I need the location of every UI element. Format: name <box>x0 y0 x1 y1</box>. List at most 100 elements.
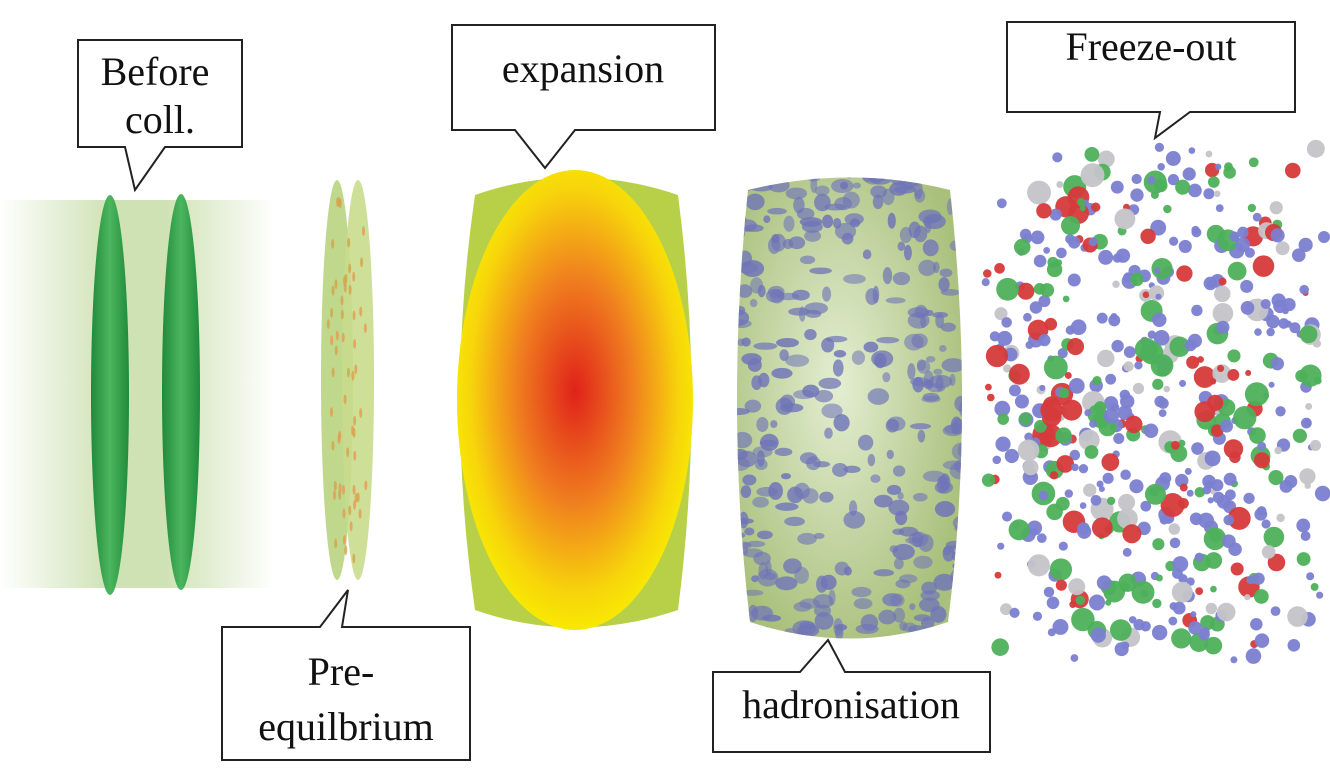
particle <box>1130 272 1144 286</box>
freeze-out-particles <box>982 140 1330 664</box>
particle <box>1111 340 1123 352</box>
particle <box>1030 301 1042 313</box>
blotch <box>843 274 866 284</box>
blotch <box>793 197 804 214</box>
blotch <box>784 628 796 636</box>
streak <box>340 296 343 306</box>
particle <box>1214 190 1221 197</box>
particle <box>1166 151 1181 166</box>
particle <box>1261 519 1270 528</box>
particle <box>985 384 992 391</box>
blotch <box>751 375 762 390</box>
particle <box>1253 255 1275 277</box>
streak <box>353 416 356 426</box>
blotch <box>861 614 878 631</box>
collision-stages-diagram: Before coll. expansion Pre- equilbrium h… <box>0 0 1330 770</box>
streak <box>343 535 346 545</box>
particle <box>1065 372 1072 379</box>
particle <box>1163 386 1170 393</box>
particle <box>1229 452 1241 464</box>
particle <box>1208 176 1220 188</box>
callout-text: hadronisation <box>742 682 960 727</box>
callout-line: coll. <box>125 97 195 142</box>
blotch <box>784 517 805 526</box>
blotch <box>742 590 763 596</box>
particle <box>1214 286 1230 302</box>
blotch <box>941 322 956 331</box>
particle <box>1245 370 1251 376</box>
particle <box>1159 472 1171 484</box>
particle <box>992 456 1001 465</box>
blotch <box>771 368 792 379</box>
particle <box>1189 147 1196 154</box>
streak <box>336 197 339 207</box>
streak <box>331 441 334 451</box>
particle <box>1249 427 1266 444</box>
particle <box>1039 385 1045 391</box>
callout: expansion <box>452 25 715 168</box>
blotch <box>851 587 871 597</box>
particle <box>1130 188 1143 201</box>
particle <box>1295 370 1307 382</box>
particle <box>1205 450 1221 466</box>
particle <box>1083 484 1096 497</box>
blotch <box>911 173 923 184</box>
streak <box>330 308 333 318</box>
blotch <box>822 287 831 302</box>
particle <box>1068 236 1080 248</box>
particle <box>1040 283 1054 297</box>
blotch <box>918 260 936 276</box>
particle <box>1293 429 1307 443</box>
blotch <box>730 457 750 471</box>
particle <box>1157 163 1165 171</box>
particle <box>1169 237 1178 246</box>
blotch <box>852 350 865 365</box>
blotch <box>854 640 873 651</box>
blotch <box>775 502 798 510</box>
particle <box>990 331 1000 341</box>
particle <box>1147 176 1155 184</box>
particle <box>1056 248 1067 259</box>
blotch <box>822 215 833 229</box>
particle <box>1063 296 1070 303</box>
blotch <box>923 380 933 389</box>
blotch <box>939 345 947 352</box>
particle <box>1287 606 1308 627</box>
blotch <box>809 267 832 274</box>
streak <box>342 333 345 343</box>
blotch <box>731 518 754 524</box>
blotch <box>863 249 872 259</box>
particle <box>1040 399 1062 421</box>
particle <box>1125 416 1142 433</box>
particle <box>1129 479 1143 493</box>
particle <box>1168 617 1177 626</box>
blotch <box>831 179 854 193</box>
particle <box>1145 484 1166 505</box>
blotch <box>744 528 754 536</box>
blotch <box>835 562 850 576</box>
particle <box>1154 267 1160 273</box>
blotch <box>893 272 910 285</box>
particle <box>1175 180 1190 195</box>
blotch <box>734 306 745 316</box>
particle <box>1107 497 1115 505</box>
particle <box>1305 403 1312 410</box>
particle <box>1103 473 1114 484</box>
blotch <box>821 403 842 418</box>
particle <box>1233 406 1256 429</box>
particle <box>1151 191 1159 199</box>
particle <box>1039 491 1049 501</box>
particle <box>1301 531 1311 541</box>
streak <box>347 368 350 378</box>
streak <box>350 521 353 531</box>
blotch <box>776 338 799 347</box>
blotch <box>741 353 761 365</box>
blotch <box>888 213 896 229</box>
blotch <box>834 350 846 357</box>
particle <box>1220 420 1233 433</box>
particle <box>1017 283 1034 300</box>
callout-line: Pre- <box>308 649 375 694</box>
particle <box>1155 143 1164 152</box>
streak <box>334 539 337 549</box>
particle <box>1101 453 1119 471</box>
